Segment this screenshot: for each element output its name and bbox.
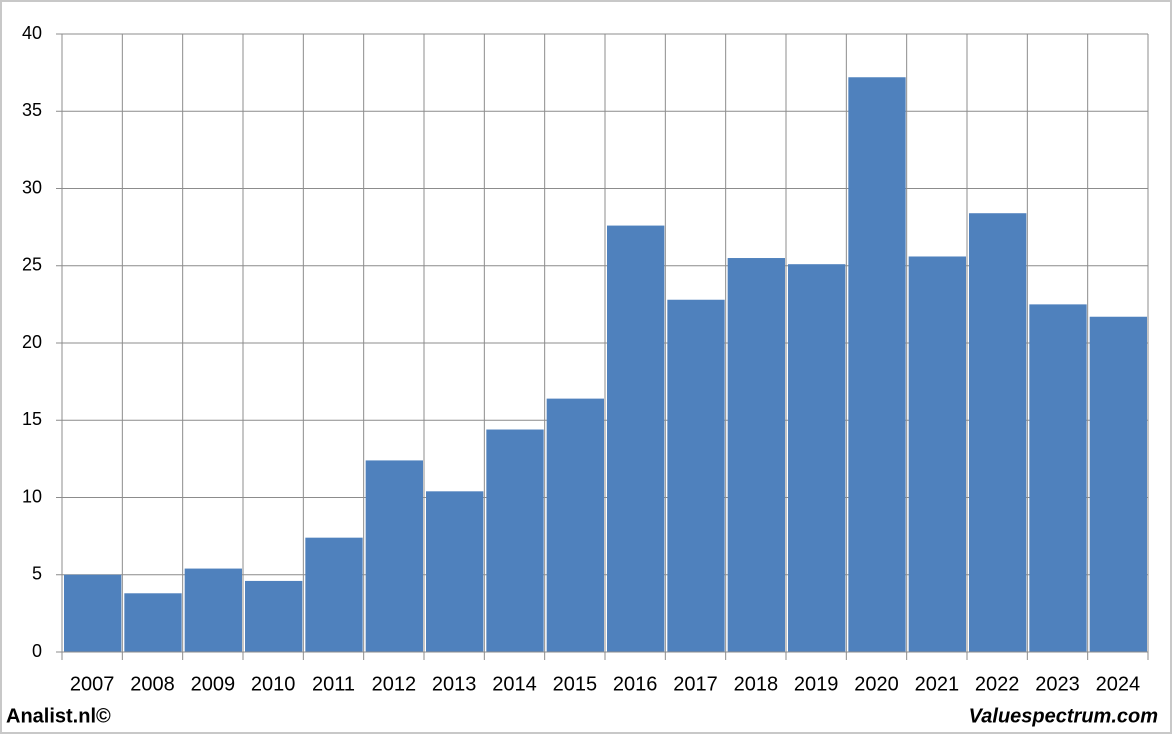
bar (486, 429, 544, 652)
x-tick-label: 2008 (130, 673, 175, 695)
x-tick-label: 2007 (70, 673, 115, 695)
x-tick-label: 2017 (673, 673, 718, 695)
bar (667, 299, 725, 652)
source-left: Analist.nl© (6, 705, 111, 727)
x-tick-label: 2023 (1035, 673, 1080, 695)
y-tick-label: 15 (22, 409, 42, 429)
bar (607, 225, 665, 652)
bar (1029, 304, 1087, 652)
bar (184, 568, 242, 652)
y-tick-label: 10 (22, 486, 42, 506)
bar (788, 264, 846, 652)
bar (848, 77, 906, 652)
x-tick-label: 2024 (1096, 673, 1141, 695)
y-tick-label: 20 (22, 332, 42, 352)
x-tick-label: 2016 (613, 673, 658, 695)
y-tick-label: 35 (22, 100, 42, 120)
x-tick-label: 2010 (251, 673, 296, 695)
x-tick-label: 2022 (975, 673, 1020, 695)
x-tick-label: 2012 (372, 673, 417, 695)
bar (727, 258, 785, 652)
y-tick-label: 25 (22, 255, 42, 275)
bar (426, 491, 484, 652)
x-tick-label: 2021 (915, 673, 960, 695)
bar (546, 398, 604, 652)
x-tick-label: 2014 (492, 673, 537, 695)
x-tick-label: 2011 (312, 673, 355, 695)
bar (1089, 316, 1147, 652)
bar (969, 213, 1027, 652)
x-tick-label: 2013 (432, 673, 477, 695)
bar (245, 580, 303, 652)
bar (908, 256, 966, 652)
source-right: Valuespectrum.com (969, 705, 1158, 727)
bar (305, 537, 363, 652)
y-tick-label: 5 (32, 564, 42, 584)
x-tick-label: 2009 (191, 673, 236, 695)
bar (365, 460, 423, 652)
x-tick-label: 2020 (854, 673, 899, 695)
y-tick-label: 30 (22, 177, 42, 197)
y-tick-label: 40 (22, 23, 42, 43)
y-tick-label: 0 (32, 641, 42, 661)
x-tick-label: 2019 (794, 673, 839, 695)
bar (64, 574, 122, 652)
bar (124, 593, 182, 652)
x-tick-label: 2015 (553, 673, 598, 695)
x-tick-label: 2018 (734, 673, 779, 695)
